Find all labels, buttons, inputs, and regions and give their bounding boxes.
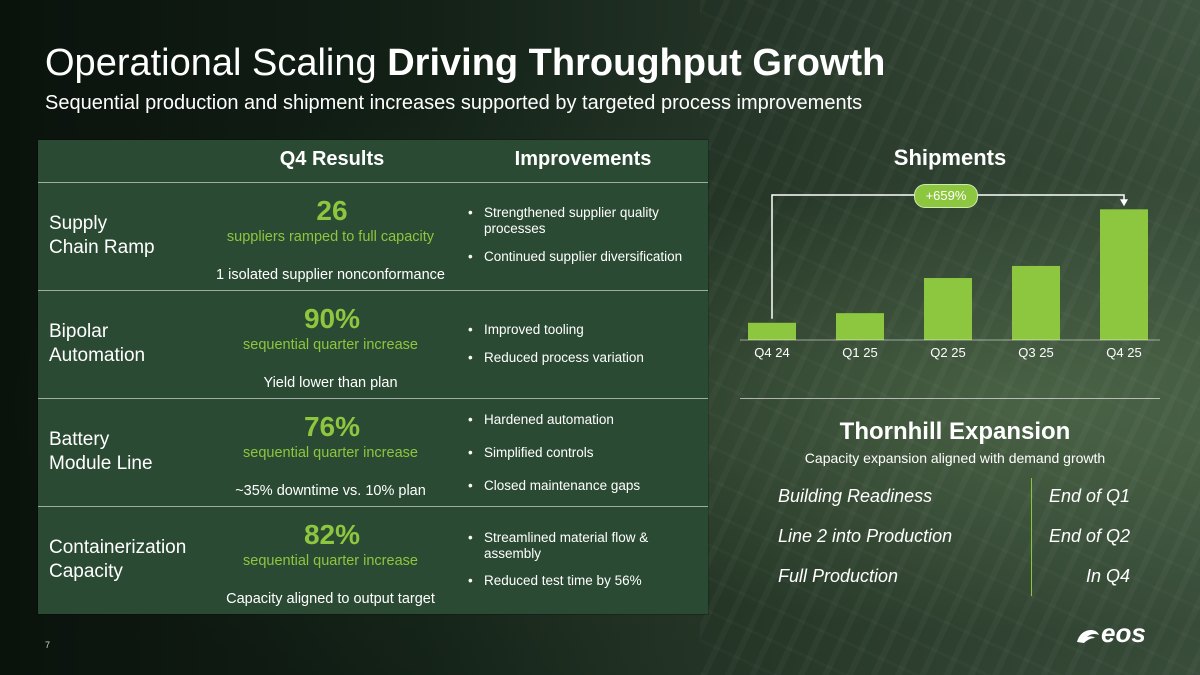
- improvement-item: Closed maintenance gaps: [468, 478, 698, 494]
- growth-badge: +659%: [914, 184, 978, 208]
- row-number: 90%: [303, 303, 361, 334]
- slide-subtitle: Sequential production and shipment incre…: [45, 92, 863, 114]
- row-label-line2: Module Line: [49, 453, 153, 474]
- table-row-supply-chain: Supply Chain Ramp 26 suppliers ramped to…: [38, 183, 708, 291]
- row-label: Battery Module Line: [49, 428, 209, 476]
- expansion-subtitle: Capacity expansion aligned with demand g…: [804, 450, 1106, 466]
- table-header: Q4 Results Improvements: [38, 140, 708, 183]
- row-number: 82%: [303, 519, 361, 550]
- title-light: Operational Scaling: [45, 42, 388, 84]
- milestone-timing: End of Q2: [1048, 526, 1130, 546]
- row-number: 26: [316, 195, 348, 226]
- row-metric: suppliers ramped to full capacity: [226, 229, 435, 245]
- results-table: Q4 Results Improvements Supply Chain Ram…: [38, 140, 708, 614]
- milestone-timing: End of Q1: [1048, 486, 1130, 506]
- milestone-label: Full Production: [778, 566, 899, 586]
- improvement-item: Simplified controls: [468, 445, 698, 461]
- improvement-item: Reduced process variation: [468, 350, 698, 366]
- header-improvements: Improvements: [514, 148, 652, 170]
- shipments-title: Shipments: [893, 145, 1007, 170]
- improvement-item: Streamlined material flow & assembly: [468, 530, 698, 562]
- milestone-label: Line 2 into Production: [778, 526, 953, 546]
- improvements-list: Strengthened supplier quality processes …: [468, 205, 698, 265]
- logo-text: eos: [1101, 618, 1146, 648]
- row-label-line1: Containerization: [49, 537, 187, 558]
- row-note: Yield lower than plan: [263, 375, 398, 391]
- row-label: Bipolar Automation: [49, 320, 209, 368]
- milestone-label: Building Readiness: [778, 486, 933, 506]
- expansion-title: Thornhill Expansion: [839, 418, 1071, 445]
- row-metric: sequential quarter increase: [243, 445, 418, 461]
- row-label-line2: Chain Ramp: [49, 237, 155, 258]
- row-number: 76%: [303, 411, 361, 442]
- improvement-item: Reduced test time by 56%: [468, 573, 698, 589]
- row-label-line1: Battery: [49, 429, 110, 450]
- row-label-line2: Automation: [49, 345, 146, 366]
- row-label-line2: Capacity: [49, 561, 123, 582]
- table-row-bipolar: Bipolar Automation 90% sequential quarte…: [38, 291, 708, 399]
- slide-title: Operational Scaling Driving Throughput G…: [45, 40, 885, 86]
- section-divider: [740, 398, 1160, 399]
- milestone-timing: In Q4: [1085, 566, 1130, 586]
- improvement-item: Strengthened supplier quality processes: [468, 205, 698, 237]
- improvements-list: Hardened automation Simplified controls …: [468, 412, 698, 494]
- row-label: Supply Chain Ramp: [49, 212, 209, 260]
- row-metric: sequential quarter increase: [243, 553, 418, 569]
- row-label-line1: Supply: [49, 213, 108, 234]
- improvement-item: Hardened automation: [468, 412, 698, 428]
- header-q4-results: Q4 Results: [279, 148, 385, 170]
- page-number: 7: [45, 640, 51, 650]
- table-row-battery: Battery Module Line 76% sequential quart…: [38, 399, 708, 507]
- row-note: 1 isolated supplier nonconformance: [216, 267, 445, 283]
- title-bold: Driving Throughput Growth: [387, 42, 886, 84]
- improvements-list: Streamlined material flow & assembly Red…: [468, 530, 698, 589]
- improvement-item: Continued supplier diversification: [468, 249, 698, 265]
- table-row-containerization: Containerization Capacity 82% sequential…: [38, 507, 708, 614]
- row-note: Capacity aligned to output target: [226, 591, 435, 607]
- improvement-item: Improved tooling: [468, 322, 698, 338]
- row-label: Containerization Capacity: [49, 536, 209, 584]
- row-note: ~35% downtime vs. 10% plan: [235, 483, 426, 499]
- eos-logo: eos: [1075, 618, 1146, 649]
- row-metric: sequential quarter increase: [243, 337, 418, 353]
- row-label-line1: Bipolar: [49, 321, 109, 342]
- logo-mark-icon: [1077, 630, 1099, 644]
- expansion-column-divider: [1031, 478, 1032, 596]
- improvements-list: Improved tooling Reduced process variati…: [468, 322, 698, 366]
